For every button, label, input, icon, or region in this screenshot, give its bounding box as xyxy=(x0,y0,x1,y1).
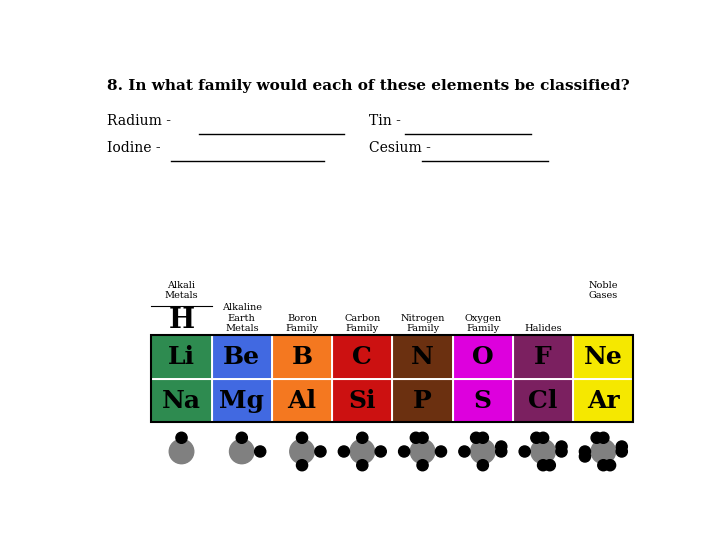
Ellipse shape xyxy=(616,446,627,457)
Text: Carbon
Family: Carbon Family xyxy=(344,314,380,333)
Ellipse shape xyxy=(399,446,410,457)
Ellipse shape xyxy=(477,460,488,471)
Ellipse shape xyxy=(356,460,368,471)
Ellipse shape xyxy=(616,441,627,452)
Bar xyxy=(453,335,513,379)
Ellipse shape xyxy=(417,460,428,471)
Bar xyxy=(392,379,453,422)
Ellipse shape xyxy=(471,440,495,464)
Text: Li: Li xyxy=(168,345,195,369)
Ellipse shape xyxy=(356,432,368,443)
Ellipse shape xyxy=(169,440,194,464)
Text: Al: Al xyxy=(287,389,317,413)
Ellipse shape xyxy=(436,446,446,457)
Ellipse shape xyxy=(230,440,254,464)
Text: B: B xyxy=(292,345,312,369)
Bar xyxy=(453,379,513,422)
Text: Tin -: Tin - xyxy=(369,114,405,128)
Text: Si: Si xyxy=(348,389,376,413)
Ellipse shape xyxy=(176,432,187,443)
Ellipse shape xyxy=(289,440,315,464)
Ellipse shape xyxy=(350,440,374,464)
Bar xyxy=(332,335,392,379)
Ellipse shape xyxy=(297,432,307,443)
Text: P: P xyxy=(413,389,432,413)
Ellipse shape xyxy=(556,441,567,452)
Bar xyxy=(332,379,392,422)
Bar xyxy=(212,335,272,379)
Text: Alkaline
Earth
Metals: Alkaline Earth Metals xyxy=(222,303,262,333)
Text: Cl: Cl xyxy=(528,389,558,413)
Ellipse shape xyxy=(580,451,590,462)
Bar xyxy=(573,379,634,422)
Ellipse shape xyxy=(598,432,609,443)
Bar xyxy=(513,379,573,422)
Ellipse shape xyxy=(477,432,488,443)
Ellipse shape xyxy=(591,440,616,464)
Ellipse shape xyxy=(544,460,555,471)
Ellipse shape xyxy=(556,446,567,457)
Text: S: S xyxy=(474,389,492,413)
Text: N: N xyxy=(411,345,434,369)
Ellipse shape xyxy=(297,460,307,471)
Ellipse shape xyxy=(255,446,266,457)
Ellipse shape xyxy=(495,446,507,457)
Bar xyxy=(151,335,634,422)
Ellipse shape xyxy=(580,446,590,457)
Ellipse shape xyxy=(459,446,470,457)
Text: 8. In what family would each of these elements be classified?: 8. In what family would each of these el… xyxy=(107,79,629,93)
Bar xyxy=(212,379,272,422)
Text: F: F xyxy=(534,345,552,369)
Text: Nitrogen
Family: Nitrogen Family xyxy=(400,314,445,333)
Ellipse shape xyxy=(338,446,349,457)
Text: Iodine -: Iodine - xyxy=(107,141,165,155)
Bar xyxy=(272,379,332,422)
Text: H: H xyxy=(168,307,194,334)
Bar xyxy=(392,335,453,379)
Ellipse shape xyxy=(236,432,248,443)
Bar xyxy=(151,335,212,379)
Ellipse shape xyxy=(375,446,387,457)
Text: Be: Be xyxy=(223,345,261,369)
Text: C: C xyxy=(352,345,372,369)
Bar xyxy=(151,379,212,422)
Text: O: O xyxy=(472,345,494,369)
Ellipse shape xyxy=(605,460,616,471)
Bar xyxy=(573,335,634,379)
Text: Alkali
Metals: Alkali Metals xyxy=(165,281,198,300)
Ellipse shape xyxy=(591,432,602,443)
Ellipse shape xyxy=(531,440,555,464)
Text: Ar: Ar xyxy=(587,389,620,413)
Ellipse shape xyxy=(417,432,428,443)
Bar xyxy=(513,335,573,379)
Text: Noble
Gases: Noble Gases xyxy=(589,281,618,300)
Text: Cesium -: Cesium - xyxy=(369,141,436,155)
Ellipse shape xyxy=(519,446,530,457)
Ellipse shape xyxy=(315,446,326,457)
Text: Ne: Ne xyxy=(584,345,623,369)
Text: Radium -: Radium - xyxy=(107,114,175,128)
Bar xyxy=(272,335,332,379)
Ellipse shape xyxy=(538,432,549,443)
Ellipse shape xyxy=(598,460,609,471)
Text: Boron
Family: Boron Family xyxy=(285,314,319,333)
Text: Halides: Halides xyxy=(524,324,562,333)
Text: Mg: Mg xyxy=(220,389,264,413)
Ellipse shape xyxy=(495,441,507,452)
Ellipse shape xyxy=(531,432,542,443)
Text: Oxygen
Family: Oxygen Family xyxy=(464,314,501,333)
Ellipse shape xyxy=(410,432,421,443)
Ellipse shape xyxy=(410,440,435,464)
Text: Na: Na xyxy=(162,389,201,413)
Ellipse shape xyxy=(538,460,549,471)
Ellipse shape xyxy=(471,432,482,443)
